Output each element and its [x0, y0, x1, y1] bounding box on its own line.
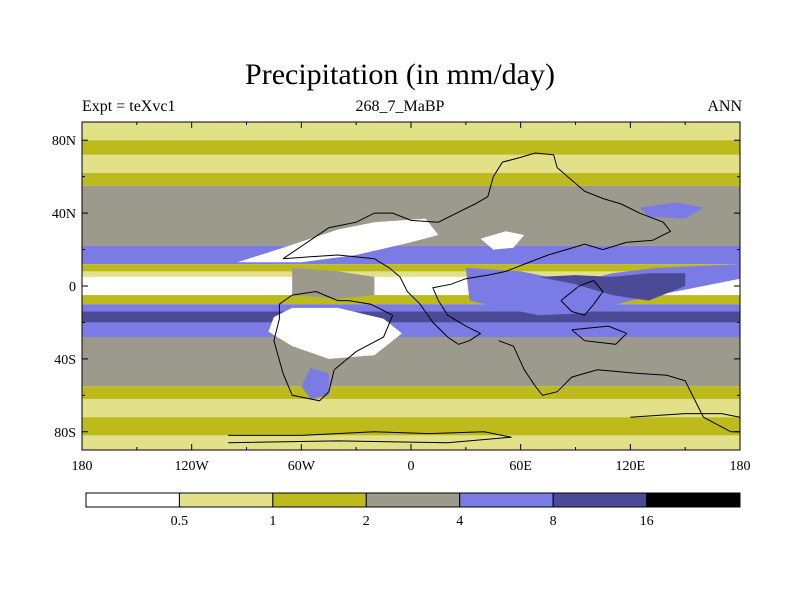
precip-band-2	[82, 154, 740, 174]
precip-band-0	[82, 122, 740, 141]
continent-outlines	[228, 152, 740, 444]
precip-band-15	[82, 398, 740, 418]
precip-band-17	[82, 435, 740, 450]
coastline-1	[273, 290, 394, 402]
precip-band-10	[82, 304, 740, 312]
coastline-3	[560, 279, 604, 316]
north-dry-zone-east	[480, 231, 525, 250]
colorbar-label: 16	[640, 514, 654, 529]
precip-band-16	[82, 417, 740, 436]
colorbar-swatch	[365, 492, 461, 508]
precip-band-13	[82, 337, 740, 387]
lat-tick-label: 80S	[54, 426, 76, 441]
map-field	[82, 122, 740, 450]
south-wet-patch	[301, 368, 329, 399]
lat-tick-label: 80N	[52, 134, 76, 149]
indian-core-zone	[538, 273, 686, 301]
precip-band-9	[82, 295, 740, 305]
coastline-6	[630, 413, 740, 418]
north-wet-patch	[639, 202, 704, 219]
coastline-0	[282, 152, 672, 345]
precip-band-6	[82, 264, 740, 272]
north-dry-zone	[237, 218, 439, 263]
tropical-dry-core	[82, 278, 265, 294]
season-label: ANN	[707, 98, 742, 115]
colorbar-swatch	[552, 492, 648, 508]
lon-tick-label: 180	[72, 459, 93, 474]
colorbar-label: 4	[456, 514, 463, 529]
period-label: 268_7_MaBP	[355, 98, 445, 115]
chart-title: Precipitation (in mm/day)	[245, 58, 555, 91]
lat-tick-label: 40N	[52, 207, 76, 222]
colorbar: 0.5 1 2 4 8 16	[85, 492, 741, 529]
colorbar-swatch	[85, 492, 180, 508]
lat-tick-label: 40S	[54, 353, 76, 368]
coastline-4	[571, 325, 628, 345]
precip-band-7	[82, 271, 740, 277]
colorbar-label: 8	[550, 514, 557, 529]
lon-tick-label: 120E	[616, 459, 646, 474]
tropical-moist-patch	[292, 267, 375, 299]
precip-band-14	[82, 386, 740, 399]
lon-tick-label: 60E	[509, 459, 532, 474]
precip-band-12	[82, 322, 740, 338]
map-axes: 80N 40N 0 40S 80S 180 120W 60W 0 60E 120E 180	[52, 122, 751, 474]
colorbar-label: 2	[363, 514, 370, 529]
lon-tick-label: 120W	[175, 459, 210, 474]
south-dry-zone	[268, 307, 402, 359]
colorbar-swatch	[459, 492, 554, 508]
coastline-2	[498, 340, 740, 433]
experiment-label: Expt = teXvc1	[82, 98, 176, 115]
lon-tick-label: 60W	[288, 459, 316, 474]
colorbar-swatch	[272, 492, 367, 508]
precip-band-11	[82, 311, 740, 323]
coastline-5	[228, 431, 512, 444]
colorbar-swatch	[178, 492, 274, 508]
lon-tick-label: 0	[408, 459, 415, 474]
colorbar-label: 0.5	[171, 514, 189, 529]
precip-band-1	[82, 140, 740, 155]
colorbar-swatch	[646, 492, 741, 508]
precip-band-5	[82, 245, 740, 265]
lat-tick-label: 0	[69, 280, 76, 295]
lon-tick-label: 180	[730, 459, 751, 474]
precip-band-3	[82, 173, 740, 186]
colorbar-label: 1	[269, 514, 276, 529]
